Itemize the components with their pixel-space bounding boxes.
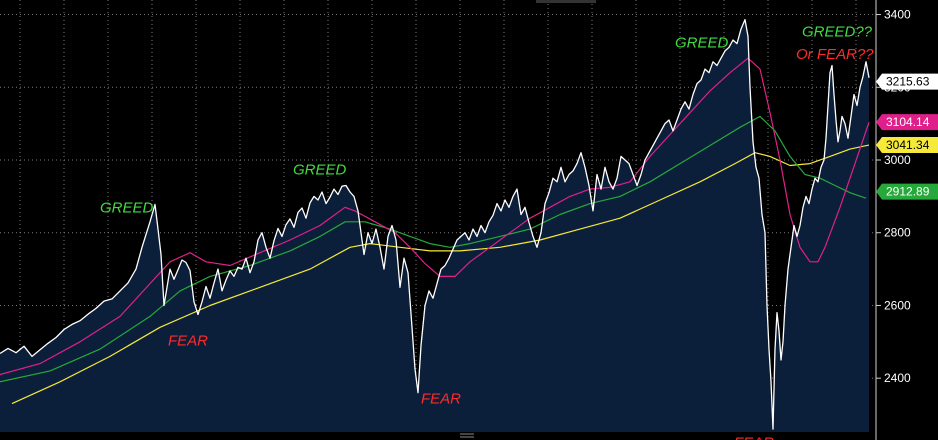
value-tag-label: 3104.14	[886, 115, 930, 129]
value-tag: 3215.63	[876, 73, 938, 90]
annotation-label: Or FEAR??	[796, 46, 874, 63]
top-scroll-handle[interactable]	[536, 0, 596, 3]
value-tags: 3215.63 3104.14 3041.34 2912.89	[876, 73, 938, 200]
value-tag: 3104.14	[876, 114, 938, 131]
value-tag: 3041.34	[876, 136, 938, 153]
value-tag: 2912.89	[876, 183, 938, 200]
y-tick-label: 2400	[884, 371, 911, 385]
annotation-label: FEAR	[734, 434, 774, 440]
y-tick-label: 3000	[884, 153, 911, 167]
value-tag-label: 3215.63	[886, 75, 930, 89]
value-tag-box	[876, 183, 938, 200]
y-tick-label: 2800	[884, 226, 911, 240]
series-layer	[0, 18, 870, 430]
value-tag-label: 2912.89	[886, 185, 930, 199]
y-tick-label: 2600	[884, 298, 911, 312]
annotations: GREED GREED GREED GREED?? Or FEAR?? FEAR FEAR F…	[100, 23, 874, 440]
series-line-ma-mid	[0, 115, 867, 383]
price-area-fill	[0, 19, 869, 432]
annotation-label: FEAR	[168, 332, 208, 349]
annotation-label: GREED	[100, 200, 154, 217]
annotation-label: GREED??	[802, 23, 873, 40]
bottom-resize-handle[interactable]	[460, 433, 474, 438]
series-line-ma-short	[0, 57, 870, 376]
value-tag-box	[876, 114, 938, 131]
y-tick-label: 3400	[884, 8, 911, 22]
annotation-label: FEAR	[421, 391, 461, 408]
value-tag-box	[876, 73, 938, 90]
series-line-price	[0, 18, 870, 430]
value-tag-label: 3041.34	[886, 138, 930, 152]
annotation-label: GREED	[293, 162, 347, 179]
annotation-label: GREED	[675, 34, 729, 51]
series-line-ma-long	[11, 144, 870, 405]
value-tag-box	[876, 136, 938, 153]
